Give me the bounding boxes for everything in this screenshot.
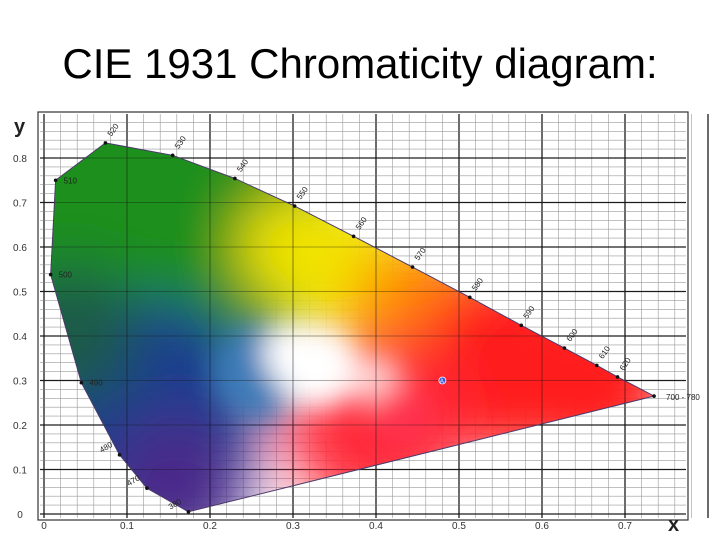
x-axis-label: x: [668, 514, 679, 536]
x-tick-label: 0.4: [369, 521, 383, 532]
y-tick-label: 0.1: [13, 466, 27, 477]
wavelength-dot: [48, 272, 53, 277]
wavelength-dot: [562, 346, 567, 350]
x-tick-label: 0.3: [286, 521, 300, 532]
y-tick-label: 0.8: [13, 154, 27, 165]
grid-overlay: [40, 114, 709, 518]
wavelength-dot: [519, 323, 524, 328]
marker-point: [438, 376, 447, 385]
x-tick-label: 0: [41, 521, 47, 532]
wavelength-dot: [467, 295, 472, 300]
y-tick-label: 0.6: [13, 243, 27, 254]
x-tick-label: 0.1: [120, 521, 134, 532]
wavelength-dot: [594, 363, 599, 368]
wavelength-dot: [117, 453, 122, 457]
wavelength-dot: [292, 204, 297, 208]
wavelength-label: 510: [64, 176, 78, 185]
slide-title: CIE 1931 Chromaticity diagram:: [62, 40, 658, 87]
wavelength-label: 500: [59, 271, 73, 280]
y-tick-label: 0.4: [13, 332, 27, 343]
y-tick-label: 0: [17, 510, 23, 521]
x-tick-label: 0.5: [452, 521, 466, 532]
y-tick-label: 0.3: [13, 377, 27, 388]
wavelength-dot: [79, 380, 84, 385]
x-tick-label: 0.2: [203, 521, 217, 532]
wavelength-dot: [53, 178, 58, 183]
y-tick-label: 0.2: [13, 421, 27, 432]
color-blob: [50, 266, 139, 406]
color-blob: [370, 386, 431, 447]
wavelength-dot: [233, 176, 237, 181]
wavelength-dot: [103, 141, 108, 145]
y-tick-label: 0.7: [13, 199, 27, 210]
marker-label: A: [440, 379, 444, 385]
wavelength-label: 490: [89, 379, 103, 388]
wavelength-dot: [615, 375, 620, 379]
axis-ticks: 0 0.1 0.2 0.3 0.4 0.5 0.6 0.7 0 0.1 0.2 0.3 0.4 0.5 0.…: [13, 154, 632, 532]
wavelength-dot: [145, 486, 149, 490]
x-tick-label: 0.6: [535, 521, 549, 532]
wavelength-dot: [652, 394, 656, 398]
y-tick-label: 0.5: [13, 288, 27, 299]
y-axis-label: y: [14, 116, 26, 138]
wavelength-dot: [410, 265, 415, 269]
color-blob: [106, 417, 247, 512]
wavelength-label: 700 - 780: [666, 393, 700, 402]
x-tick-label: 0.7: [618, 521, 632, 532]
wavelength-dot: [170, 153, 175, 158]
wavelength-dot: [351, 234, 356, 239]
marker-group: A: [438, 376, 447, 385]
wavelength-dot: [186, 509, 191, 514]
